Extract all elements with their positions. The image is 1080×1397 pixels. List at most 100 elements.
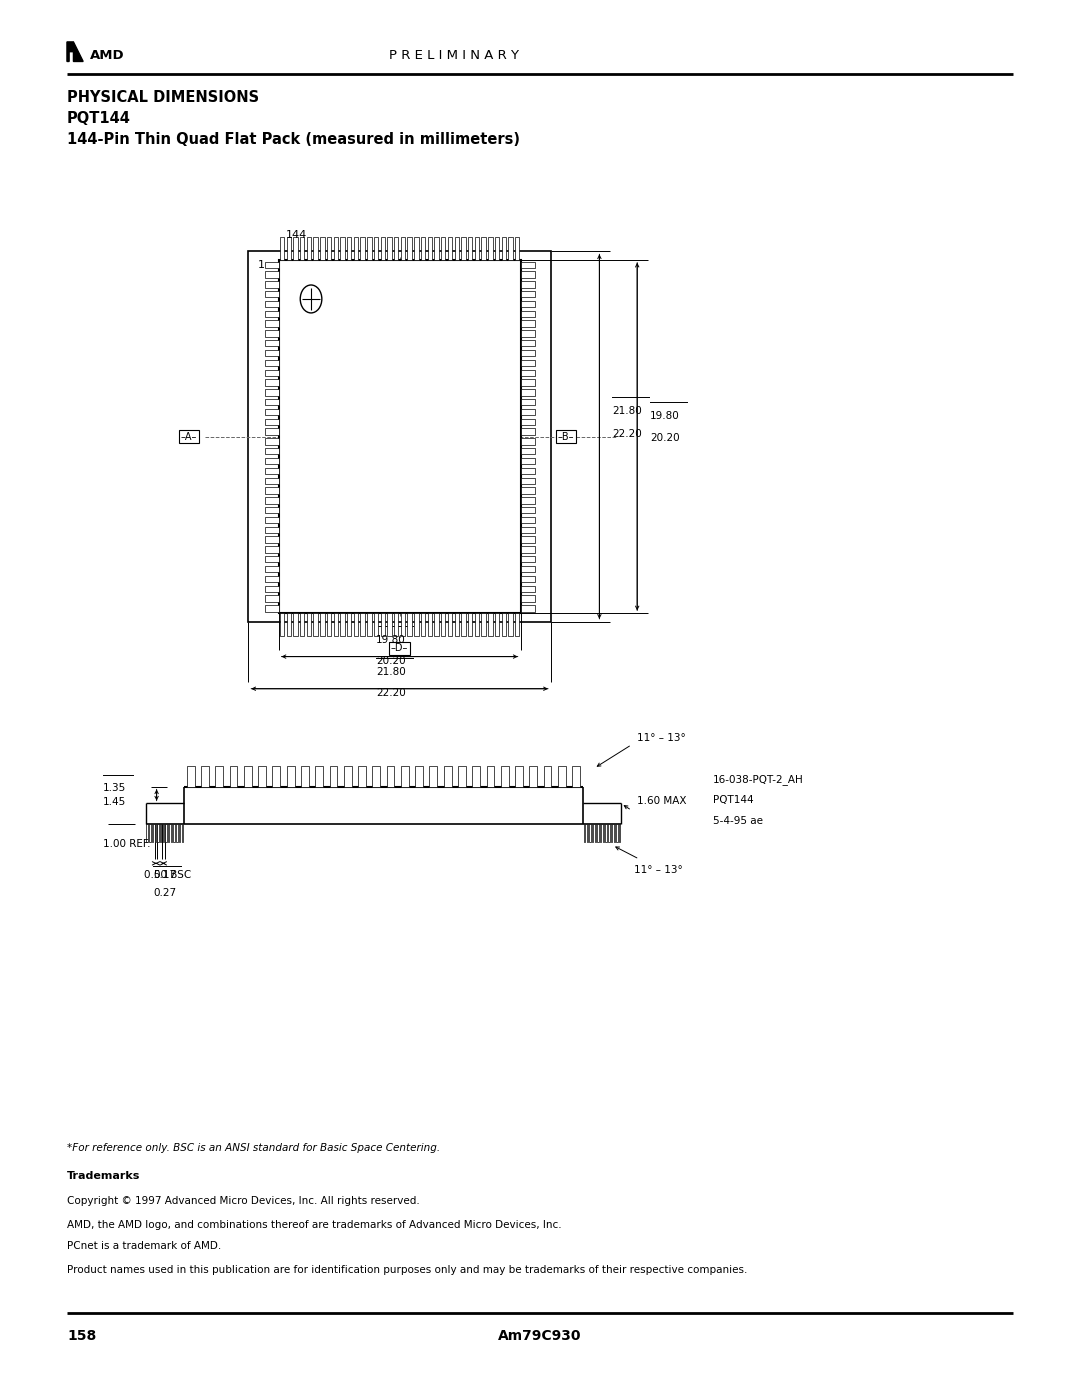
Text: 16-038-PQT-2_AH: 16-038-PQT-2_AH xyxy=(713,774,804,785)
Bar xyxy=(168,824,170,842)
Bar xyxy=(415,237,419,260)
Bar xyxy=(521,448,535,454)
Bar xyxy=(265,488,279,493)
Text: 0.17: 0.17 xyxy=(153,869,176,880)
Bar xyxy=(367,237,372,260)
Bar xyxy=(521,497,535,503)
Bar xyxy=(265,556,279,563)
Text: 1.35: 1.35 xyxy=(103,782,126,793)
Bar xyxy=(265,576,279,583)
Text: –B–: –B– xyxy=(557,432,575,441)
Bar xyxy=(313,237,318,260)
Bar xyxy=(529,766,537,787)
Bar xyxy=(201,766,208,787)
Bar xyxy=(286,766,295,787)
Bar xyxy=(265,458,279,464)
Bar xyxy=(472,766,481,787)
Bar xyxy=(343,766,352,787)
Bar xyxy=(294,237,298,260)
Bar xyxy=(521,536,535,543)
Bar xyxy=(521,390,535,395)
Bar xyxy=(515,237,519,260)
Bar xyxy=(340,613,345,636)
Bar xyxy=(265,349,279,356)
Bar xyxy=(521,400,535,405)
Bar xyxy=(361,613,365,636)
Bar xyxy=(265,478,279,483)
Bar xyxy=(606,824,607,842)
Bar xyxy=(265,300,279,307)
Bar xyxy=(521,546,535,553)
Text: PQT144: PQT144 xyxy=(713,795,754,806)
Bar xyxy=(401,613,405,636)
Bar xyxy=(521,556,535,563)
Bar xyxy=(521,349,535,356)
Bar xyxy=(521,517,535,524)
Bar xyxy=(280,613,284,636)
Bar xyxy=(501,613,505,636)
Bar xyxy=(265,448,279,454)
Bar xyxy=(468,613,472,636)
Bar xyxy=(152,824,153,842)
Bar xyxy=(586,824,588,842)
Text: 144: 144 xyxy=(286,229,308,240)
Bar xyxy=(347,237,351,260)
Bar xyxy=(603,824,604,842)
Bar xyxy=(590,824,591,842)
Bar xyxy=(307,237,311,260)
Bar xyxy=(521,271,535,278)
Polygon shape xyxy=(67,42,83,61)
Bar xyxy=(468,237,472,260)
Bar xyxy=(521,478,535,483)
Bar xyxy=(521,458,535,464)
Bar xyxy=(265,339,279,346)
Text: Trademarks: Trademarks xyxy=(67,1171,140,1182)
Bar xyxy=(265,370,279,376)
Bar xyxy=(320,237,324,260)
Bar xyxy=(265,390,279,395)
Bar xyxy=(619,824,620,842)
Bar xyxy=(181,824,183,842)
Bar xyxy=(265,566,279,573)
Bar xyxy=(521,419,535,425)
Bar xyxy=(401,237,405,260)
Bar xyxy=(387,766,394,787)
Bar xyxy=(428,237,432,260)
Text: 1: 1 xyxy=(258,260,265,271)
Bar xyxy=(265,536,279,543)
Bar xyxy=(521,439,535,444)
Bar xyxy=(515,613,519,636)
Bar xyxy=(558,766,566,787)
Text: 1.00 REF.: 1.00 REF. xyxy=(103,838,150,849)
Bar xyxy=(380,613,384,636)
Bar xyxy=(265,281,279,288)
Bar xyxy=(354,613,359,636)
Bar xyxy=(160,824,161,842)
Bar xyxy=(611,824,612,842)
Bar xyxy=(388,237,392,260)
Bar xyxy=(509,237,513,260)
Bar xyxy=(329,766,337,787)
Bar xyxy=(600,824,602,842)
Bar xyxy=(265,527,279,534)
Bar xyxy=(359,766,366,787)
Bar xyxy=(455,613,459,636)
Text: Product names used in this publication are for identification purposes only and : Product names used in this publication a… xyxy=(67,1264,747,1275)
Bar xyxy=(434,237,438,260)
Bar xyxy=(320,613,324,636)
Bar xyxy=(521,380,535,386)
Bar xyxy=(327,613,332,636)
Bar xyxy=(347,613,351,636)
Bar xyxy=(374,237,378,260)
Bar xyxy=(265,261,279,268)
Text: 22.20: 22.20 xyxy=(612,429,643,439)
Bar xyxy=(374,613,378,636)
Bar xyxy=(280,237,284,260)
Bar xyxy=(265,546,279,553)
Bar xyxy=(515,766,523,787)
Text: 1.45: 1.45 xyxy=(103,798,126,807)
Bar xyxy=(354,237,359,260)
Bar xyxy=(265,517,279,524)
Bar xyxy=(286,613,291,636)
Bar xyxy=(265,409,279,415)
